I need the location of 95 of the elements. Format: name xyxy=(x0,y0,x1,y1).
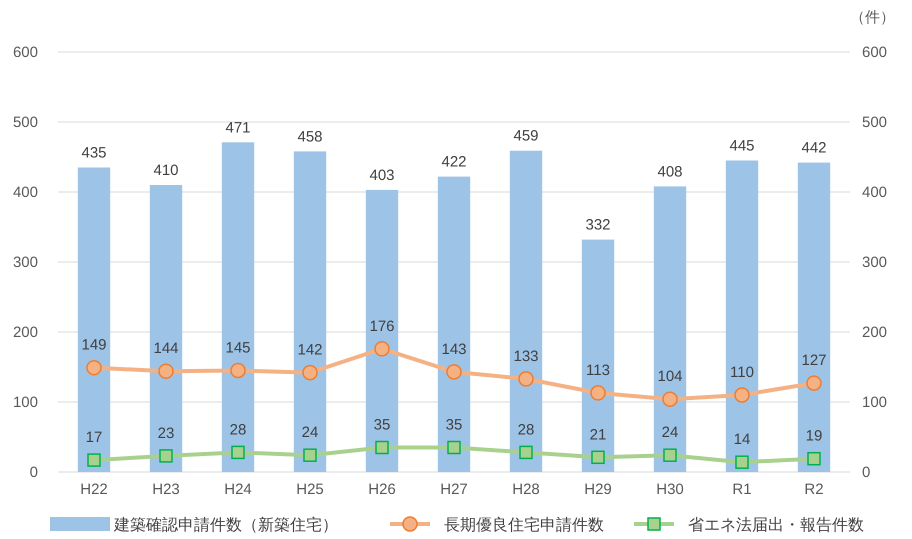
x-tick-label: H24 xyxy=(224,481,252,498)
data-label: 17 xyxy=(86,429,102,446)
bar xyxy=(222,142,254,472)
x-tick-label: H26 xyxy=(368,481,396,498)
bar xyxy=(294,151,326,472)
data-label: 35 xyxy=(374,416,390,434)
y2-tick-label: 300 xyxy=(862,254,888,271)
data-label: 459 xyxy=(513,128,539,145)
bar xyxy=(726,160,758,472)
data-label: 408 xyxy=(657,163,683,180)
data-label: 144 xyxy=(153,340,179,358)
data-label: 127 xyxy=(801,352,827,370)
data-label: 35 xyxy=(446,416,462,434)
legend-label: 建築確認申請件数（新築住宅） xyxy=(113,516,338,534)
data-label: 445 xyxy=(729,138,755,154)
point xyxy=(806,375,822,391)
y2-tick-label: 0 xyxy=(862,464,870,481)
y2-tick-label: 600 xyxy=(862,44,888,61)
y2-tick-label: 200 xyxy=(862,324,888,341)
x-tick-label: R2 xyxy=(804,481,824,498)
data-label: 442 xyxy=(801,140,827,157)
point xyxy=(663,448,677,462)
legend-label: 長期優良住宅申請件数 xyxy=(444,516,604,534)
y-tick-label: 500 xyxy=(12,114,38,131)
data-label: 133 xyxy=(513,348,539,365)
x-tick-label: H27 xyxy=(440,481,468,498)
point xyxy=(302,364,318,380)
legend-label: 省エネ法届出・報告件数 xyxy=(688,516,864,534)
point xyxy=(446,364,462,380)
data-label: 145 xyxy=(225,340,251,356)
x-tick-label: H22 xyxy=(80,481,108,498)
data-label: 332 xyxy=(585,216,611,234)
data-label: 142 xyxy=(297,342,323,359)
data-label: 176 xyxy=(369,318,395,335)
point xyxy=(158,363,174,379)
data-label: 19 xyxy=(806,428,822,445)
data-label: 149 xyxy=(81,336,107,354)
bar xyxy=(78,168,110,472)
point xyxy=(807,452,821,466)
point xyxy=(231,446,245,460)
data-label: 21 xyxy=(590,426,606,444)
point xyxy=(590,385,606,401)
data-label: 28 xyxy=(518,421,534,438)
data-label: 28 xyxy=(230,421,246,438)
point xyxy=(591,450,605,464)
x-tick-label: H25 xyxy=(296,481,324,498)
bar xyxy=(366,190,398,472)
bar xyxy=(798,162,830,472)
data-label: 104 xyxy=(657,368,683,386)
x-tick-label: H29 xyxy=(584,481,612,498)
x-tick-label: H28 xyxy=(512,481,540,498)
bar xyxy=(510,150,542,472)
point xyxy=(375,440,389,454)
x-tick-label: H23 xyxy=(152,481,180,498)
x-tick-label: R1 xyxy=(732,481,752,498)
data-label: 435 xyxy=(81,144,107,162)
point xyxy=(662,391,678,407)
bar xyxy=(438,176,470,472)
data-label: 24 xyxy=(302,424,318,442)
y-tick-label: 300 xyxy=(12,254,38,271)
y-tick-label: 200 xyxy=(12,324,38,341)
y2-tick-label: 400 xyxy=(862,184,888,201)
data-label: 143 xyxy=(441,340,467,358)
point xyxy=(87,453,101,467)
bar xyxy=(582,240,614,472)
data-label: 24 xyxy=(662,424,678,442)
data-label: 110 xyxy=(730,364,754,381)
data-label: 113 xyxy=(586,362,610,379)
point xyxy=(374,341,390,357)
y-tick-label: 400 xyxy=(12,184,38,201)
y2-axis-title: （件） xyxy=(850,9,895,26)
x-tick-label: H30 xyxy=(656,481,684,498)
y2-tick-label: 100 xyxy=(862,394,888,411)
data-label: 410 xyxy=(153,162,179,179)
point xyxy=(735,455,749,469)
point xyxy=(447,440,461,454)
point xyxy=(159,449,173,463)
point xyxy=(230,362,246,378)
data-label: 471 xyxy=(225,119,251,136)
data-label: 14 xyxy=(734,431,750,448)
point xyxy=(86,360,102,376)
y-tick-label: 600 xyxy=(12,44,38,61)
bar xyxy=(150,185,182,472)
y-tick-label: 0 xyxy=(30,464,38,481)
point xyxy=(519,446,533,460)
y2-tick-label: 500 xyxy=(862,114,888,131)
point xyxy=(303,448,317,462)
data-label: 403 xyxy=(369,166,395,184)
bar xyxy=(654,186,686,472)
data-label: 422 xyxy=(441,154,467,171)
data-label: 458 xyxy=(297,128,323,146)
point xyxy=(518,371,534,387)
data-label: 23 xyxy=(158,424,174,442)
y-tick-label: 100 xyxy=(12,394,38,411)
point xyxy=(734,387,750,403)
